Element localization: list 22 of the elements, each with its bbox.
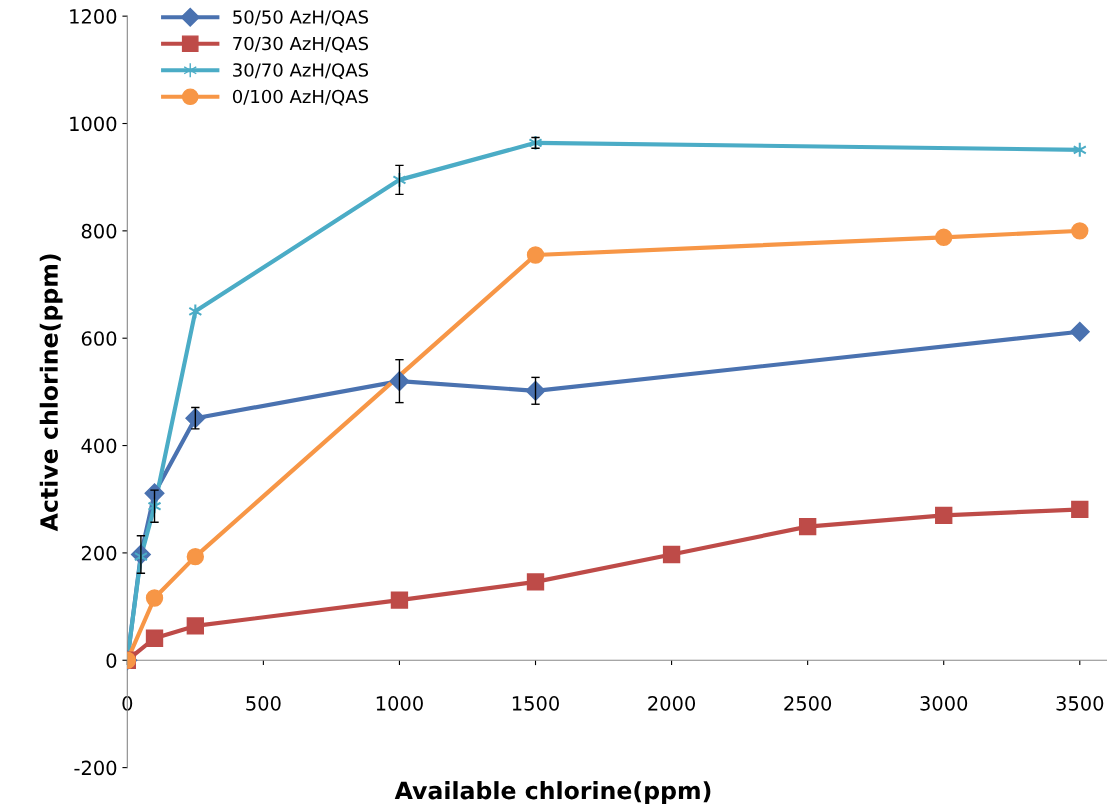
y-tick-label: 400 <box>81 438 117 454</box>
y-axis-title: Active chlorine(ppm) <box>39 254 63 532</box>
y-tick-label: 0 <box>106 653 117 668</box>
x-tick-label: 1000 <box>376 696 423 711</box>
y-tick-label: -200 <box>74 760 117 776</box>
x-tick-label: 1500 <box>512 696 559 711</box>
y-tick-label: 1000 <box>70 116 117 132</box>
legend-label: 0/100 AzH/QAS <box>232 89 369 106</box>
legend-label: 30/70 AzH/QAS <box>233 63 369 79</box>
x-tick-label: 3500 <box>1056 696 1104 711</box>
legend-label: 70/30 AzH/QAS <box>233 36 369 53</box>
y-tick-label: 800 <box>81 223 117 239</box>
y-tick-label: 1200 <box>70 9 117 24</box>
x-tick-label: 3000 <box>920 696 968 711</box>
x-tick-label: 2000 <box>648 696 696 711</box>
y-tick-label: 600 <box>81 331 117 346</box>
x-axis-title: Available chlorine(ppm) <box>394 781 711 804</box>
x-tick-label: 0 <box>122 696 133 711</box>
x-tick-label: 500 <box>246 696 281 711</box>
x-tick-label: 2500 <box>784 696 832 711</box>
y-tick-label: 200 <box>81 545 117 561</box>
legend-label: 50/50 AzH/QAS <box>233 10 369 26</box>
